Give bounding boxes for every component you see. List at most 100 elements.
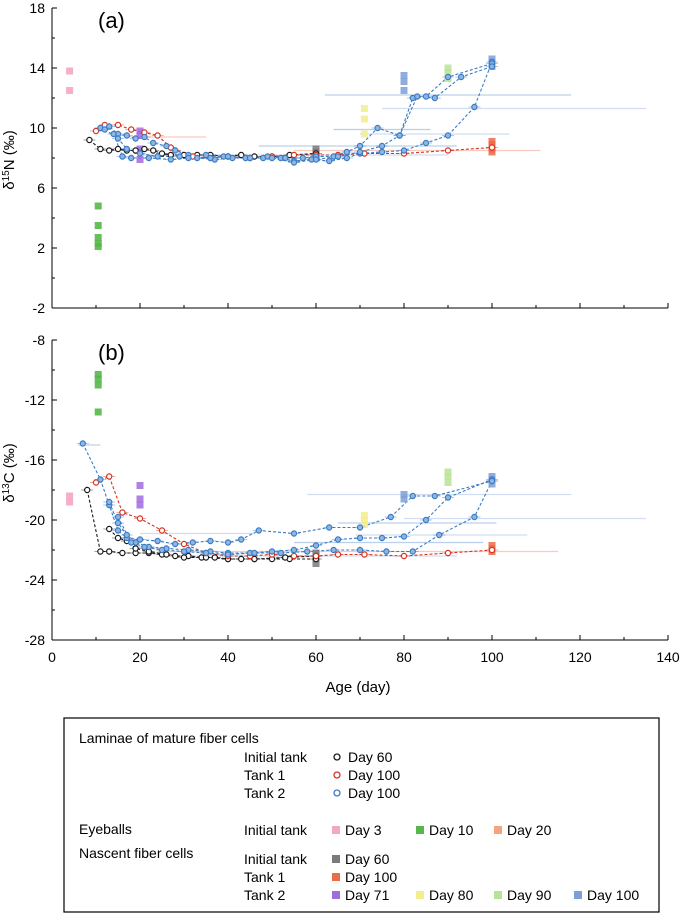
laminae-point: [290, 151, 298, 159]
x-tick-label: 60: [308, 649, 324, 665]
laminae-point: [400, 533, 408, 540]
laminae-point: [105, 123, 113, 130]
laminae-point: [193, 154, 201, 162]
panel-a-label: (a): [98, 8, 125, 33]
legend-laminae-label: Day 100: [348, 785, 400, 801]
nascent-marker: [136, 145, 144, 153]
series-line: [95, 475, 493, 557]
eyeball-marker: [94, 234, 102, 241]
laminae-point: [444, 549, 452, 557]
laminae-point: [400, 147, 408, 154]
laminae-point: [114, 527, 122, 534]
laminae-point: [105, 525, 113, 533]
laminae-point: [180, 554, 188, 561]
laminae-point: [105, 548, 113, 555]
panel-a-chart: -2 2 6 10 14 18 (a) δ15N (‰): [1, 0, 669, 316]
series-line: [82, 443, 493, 545]
laminae-point: [114, 121, 122, 129]
legend-square-marker: [494, 891, 502, 899]
laminae-point: [458, 73, 465, 81]
laminae-point: [211, 554, 218, 561]
nascent-marker: [360, 130, 368, 138]
laminae-point: [304, 548, 311, 555]
laminae-point: [83, 486, 91, 494]
y-tick-label: -12: [25, 392, 45, 408]
laminae-point: [409, 492, 416, 500]
laminae-point: [312, 542, 320, 549]
laminae-point: [171, 540, 179, 548]
laminae-point: [471, 103, 478, 111]
series-line: [117, 480, 493, 556]
legend-laminae-group: Initial tank: [244, 749, 308, 765]
laminae-point: [158, 546, 166, 554]
eyeball-marker: [94, 371, 102, 378]
laminae-point: [330, 546, 337, 554]
legend-laminae-group: Tank 1: [244, 767, 285, 783]
laminae-point: [149, 139, 157, 147]
nascent-marker: [312, 145, 320, 153]
laminae-point: [356, 148, 364, 156]
eyeball-marker: [94, 381, 102, 389]
legend-square-marker: [416, 826, 424, 834]
panel-b-label: (b): [98, 340, 125, 365]
legend-square-marker: [494, 826, 502, 834]
nascent-marker: [360, 516, 368, 524]
laminae-point: [105, 473, 113, 480]
laminae-point: [119, 549, 126, 557]
laminae-point: [171, 147, 179, 154]
laminae-point: [282, 154, 289, 162]
legend-circle-marker: [333, 753, 341, 761]
nascent-marker: [444, 473, 452, 480]
laminae-point: [444, 147, 452, 154]
laminae-point: [290, 552, 298, 560]
y-tick-label: -2: [33, 300, 46, 316]
nascent-marker: [312, 560, 320, 567]
laminae-point: [123, 145, 131, 153]
laminae-point: [237, 151, 245, 159]
laminae-point: [444, 73, 452, 81]
laminae-point: [387, 513, 394, 521]
legend-eyeballs-group: Initial tank: [244, 822, 308, 838]
x-tick-label: 0: [48, 649, 56, 665]
laminae-point: [224, 551, 232, 558]
laminae-point: [356, 142, 364, 150]
laminae-point: [246, 154, 254, 162]
laminae-point: [202, 549, 210, 557]
laminae-point: [444, 494, 452, 501]
laminae-point: [396, 132, 403, 139]
nascent-marker: [444, 479, 452, 486]
laminae-point: [119, 153, 126, 160]
laminae-point: [79, 440, 87, 447]
series-line: [86, 489, 316, 560]
laminae-point: [180, 548, 188, 555]
eyeball-marker: [66, 498, 74, 506]
laminae-point: [414, 93, 421, 100]
laminae-point: [422, 516, 430, 524]
nascent-marker: [400, 491, 408, 498]
laminae-point: [123, 132, 131, 139]
laminae-point: [119, 509, 126, 516]
laminae-point: [488, 477, 496, 485]
legend-nascent-label: Day 100: [587, 887, 639, 903]
laminae-point: [224, 539, 232, 546]
legend-square-marker: [332, 873, 340, 881]
laminae-point: [436, 531, 443, 539]
eyeball-marker: [94, 375, 102, 383]
laminae-point: [114, 135, 122, 142]
laminae-point: [326, 524, 333, 531]
laminae-point: [431, 94, 438, 102]
laminae-point: [136, 515, 144, 522]
laminae-point: [334, 153, 342, 160]
laminae-point: [127, 126, 135, 133]
laminae-point: [86, 136, 93, 144]
legend-square-marker: [332, 855, 340, 863]
laminae-point: [334, 551, 342, 558]
laminae-point: [127, 539, 135, 546]
nascent-marker: [400, 72, 408, 79]
y-tick-label: -24: [25, 572, 45, 588]
x-tick-label: 20: [132, 649, 148, 665]
y-tick-label: 14: [29, 60, 45, 76]
legend-nascent-group: Initial tank: [244, 851, 308, 867]
laminae-point: [176, 153, 183, 160]
